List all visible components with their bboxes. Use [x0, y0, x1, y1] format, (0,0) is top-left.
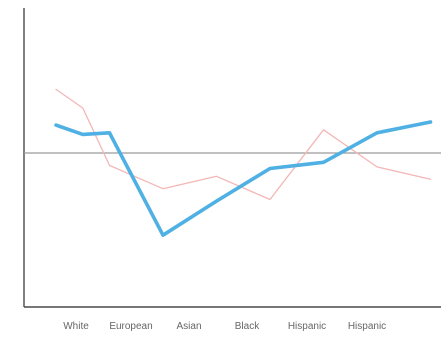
x-tick-label: Asian: [176, 321, 201, 332]
x-tick-label: White: [63, 321, 89, 332]
series-layer: [54, 88, 433, 237]
x-tick-label: Hispanic: [348, 321, 386, 332]
x-tick-label: Black: [235, 321, 260, 332]
x-tick-label: Hispanic: [288, 321, 326, 332]
x-tick-labels: White European Asian Black Hispanic Hisp…: [63, 321, 386, 332]
series-line-1: [55, 88, 432, 201]
x-tick-label: European: [109, 321, 152, 332]
series-line-2: [54, 120, 433, 237]
